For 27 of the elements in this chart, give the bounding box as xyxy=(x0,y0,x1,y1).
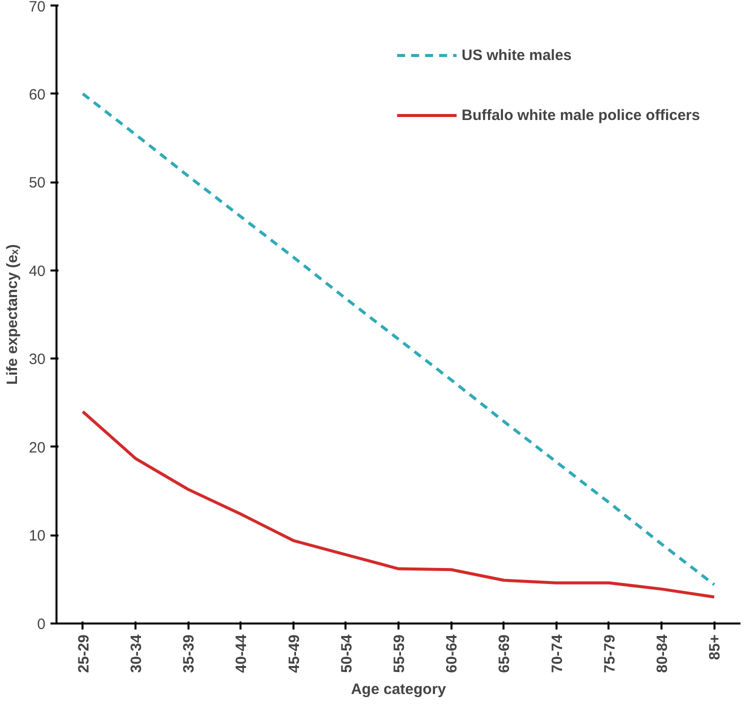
line-series xyxy=(81,410,716,599)
x-tick-label: 30-34 xyxy=(128,634,145,673)
y-tick-label: 70 xyxy=(28,0,46,16)
y-tick-label: 50 xyxy=(28,174,46,192)
x-axis-title: Age category xyxy=(350,680,447,698)
x-tick-label: 25-29 xyxy=(75,634,92,673)
y-tick-label: 10 xyxy=(28,528,46,545)
x-tick-label: 45-49 xyxy=(286,634,303,673)
x-tick-label: 80-84 xyxy=(654,634,672,673)
legend-label: Buffalo white male police officers xyxy=(462,106,700,124)
x-tick-label: 65-69 xyxy=(496,634,514,673)
y-tick-label: 30 xyxy=(28,351,46,368)
x-tick-label: 70-74 xyxy=(548,634,566,673)
x-tick-label: 35-39 xyxy=(180,634,198,673)
y-tick-label: 20 xyxy=(28,439,46,456)
x-tick-label: 55-59 xyxy=(391,634,408,673)
x-tick-label: 75-79 xyxy=(601,634,618,673)
legend-label: US white males xyxy=(462,46,572,64)
y-tick-label: 40 xyxy=(28,262,46,280)
x-tick-label: 60-64 xyxy=(444,634,461,673)
x-tick-label: 40-44 xyxy=(233,634,250,673)
x-tick-label: 50-54 xyxy=(338,634,356,673)
y-tick-label: 0 xyxy=(37,616,46,633)
line-series xyxy=(81,92,716,586)
y-tick-label: 60 xyxy=(28,86,46,104)
x-tick-label: 85+ xyxy=(706,634,724,660)
y-axis-title: Life expectancy (eₓ) xyxy=(4,244,21,385)
